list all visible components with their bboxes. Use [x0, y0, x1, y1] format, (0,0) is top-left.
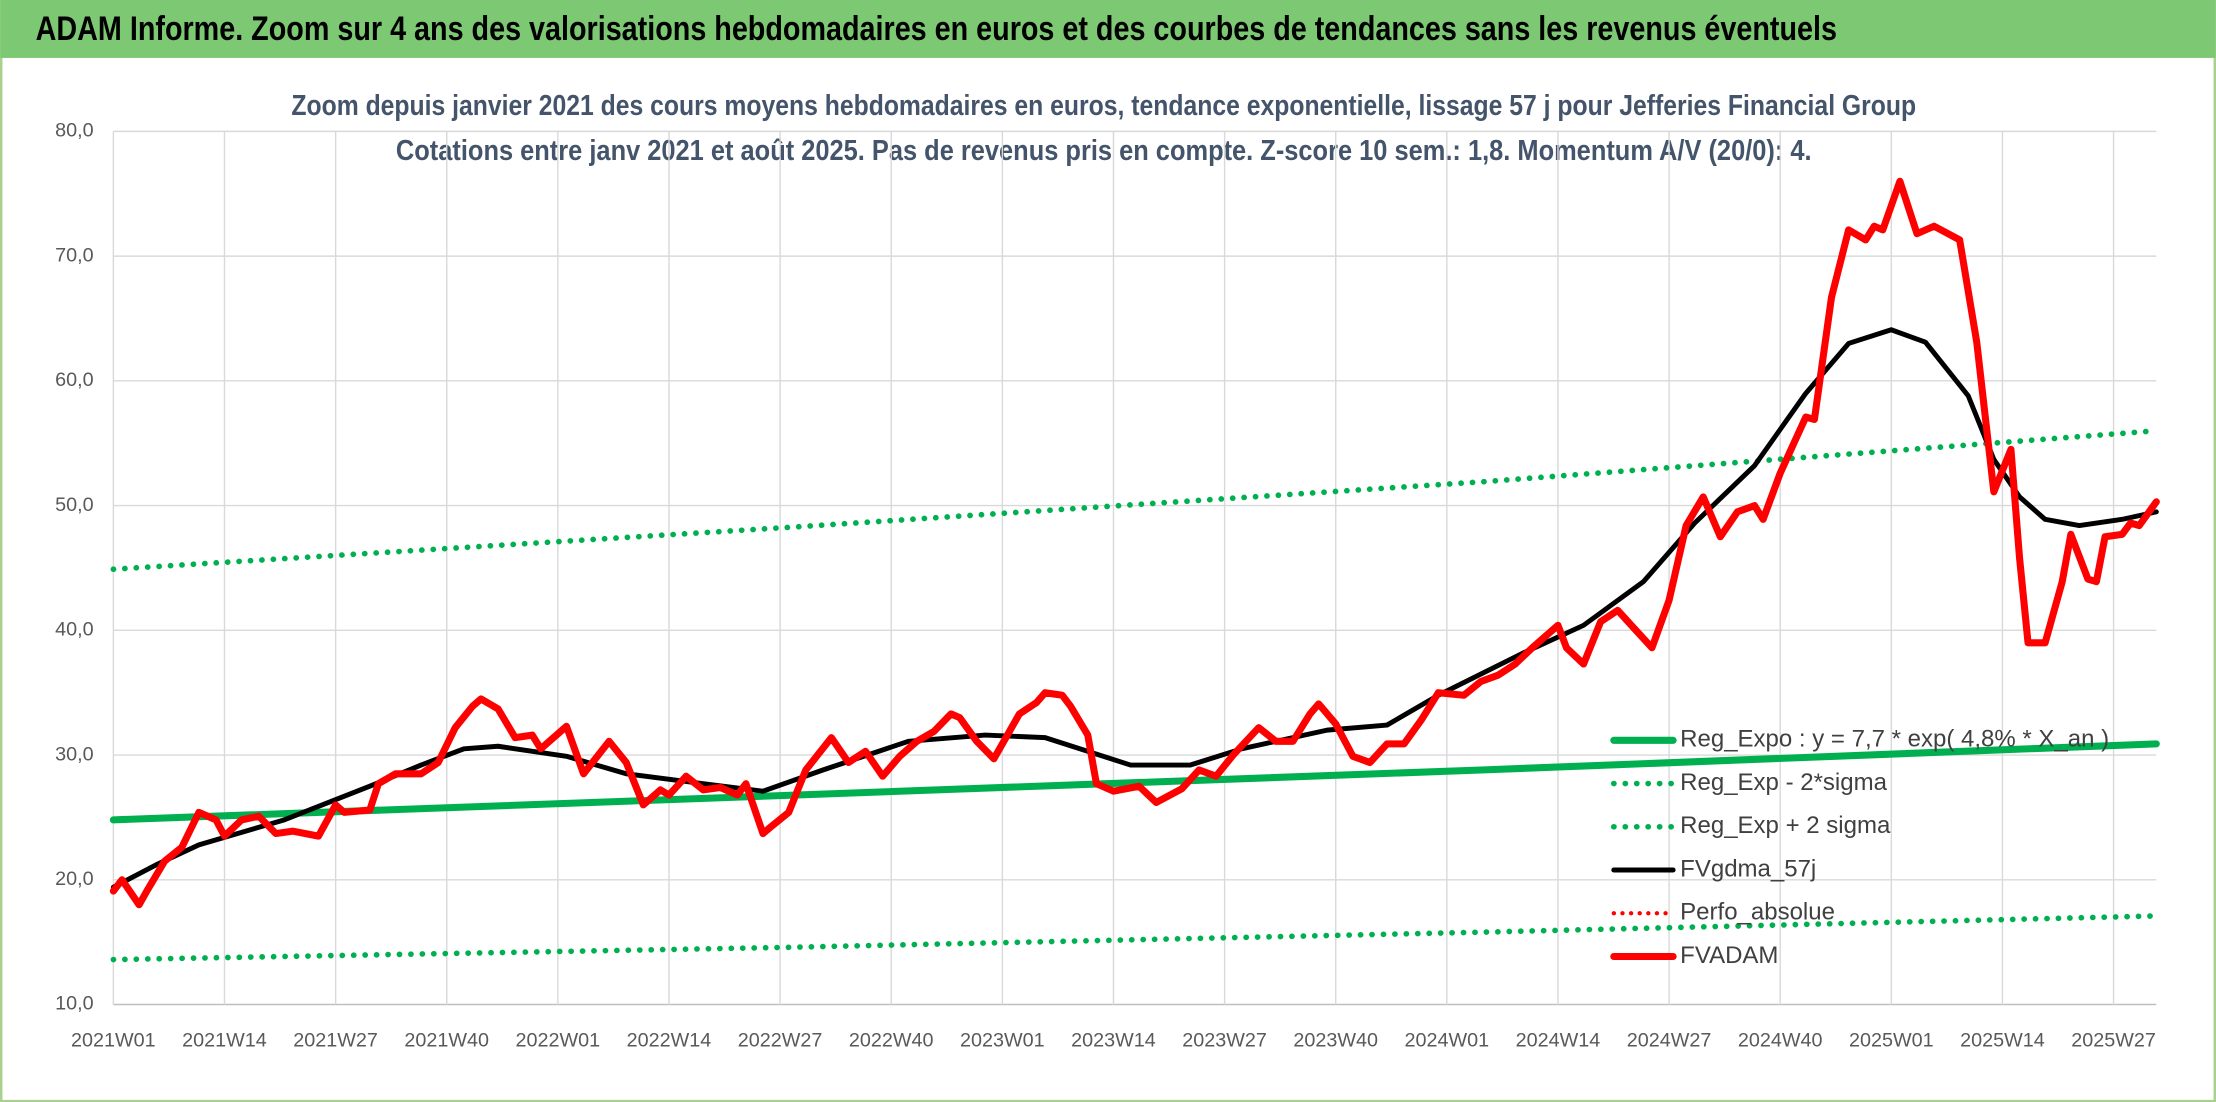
y-tick-label: 80,0 — [55, 120, 93, 142]
y-tick-label: 10,0 — [55, 993, 93, 1015]
series-line — [110, 913, 2160, 963]
legend-label: Reg_Expo : y = 7,7 * exp( 4,8% * X_an ) — [1680, 726, 2109, 753]
x-tick-label: 2021W27 — [293, 1029, 378, 1051]
y-tick-label: 70,0 — [55, 244, 93, 266]
x-tick-label: 2023W27 — [1182, 1029, 1267, 1051]
x-tick-label: 2024W27 — [1627, 1029, 1712, 1051]
legend-label: Reg_Exp - 2*sigma — [1680, 769, 1887, 796]
series-line — [109, 177, 2160, 909]
y-tick-label: 50,0 — [55, 494, 93, 516]
x-tick-label: 2022W01 — [516, 1029, 601, 1051]
x-tick-label: 2024W01 — [1405, 1029, 1490, 1051]
x-tick-label: 2025W27 — [2071, 1029, 2156, 1051]
x-tick-label: 2022W14 — [627, 1029, 712, 1051]
header-bar — [0, 0, 2216, 58]
y-tick-label: 30,0 — [55, 743, 93, 765]
legend-label: FVgdma_57j — [1680, 855, 1816, 882]
x-tick-label: 2021W01 — [71, 1029, 156, 1051]
y-tick-label: 40,0 — [55, 619, 93, 641]
y-tick-label: 60,0 — [55, 369, 93, 391]
x-tick-label: 2021W40 — [404, 1029, 489, 1051]
series-line — [109, 740, 2160, 824]
header-title: ADAM Informe. Zoom sur 4 ans des valoris… — [36, 10, 1837, 48]
y-tick-label: 20,0 — [55, 868, 93, 890]
x-tick-label: 2022W27 — [738, 1029, 823, 1051]
x-tick-label: 2024W40 — [1738, 1029, 1823, 1051]
chart-title: Zoom depuis janvier 2021 des cours moyen… — [291, 89, 1916, 121]
x-tick-label: 2022W40 — [849, 1029, 934, 1051]
x-tick-label: 2023W01 — [960, 1029, 1045, 1051]
series-line — [110, 427, 2160, 573]
x-tick-label: 2024W14 — [1516, 1029, 1601, 1051]
x-tick-label: 2025W14 — [1960, 1029, 2045, 1051]
x-tick-label: 2021W14 — [182, 1029, 267, 1051]
legend-label: Reg_Exp + 2 sigma — [1680, 812, 1891, 839]
chart-subtitle: Cotations entre janv 2021 et août 2025. … — [396, 134, 1812, 166]
x-tick-label: 2023W14 — [1071, 1029, 1156, 1051]
x-tick-label: 2025W01 — [1849, 1029, 1934, 1051]
x-tick-label: 2023W40 — [1293, 1029, 1378, 1051]
legend-label: Perfo_absolue — [1680, 899, 1835, 926]
legend-label: FVADAM — [1680, 942, 1778, 969]
